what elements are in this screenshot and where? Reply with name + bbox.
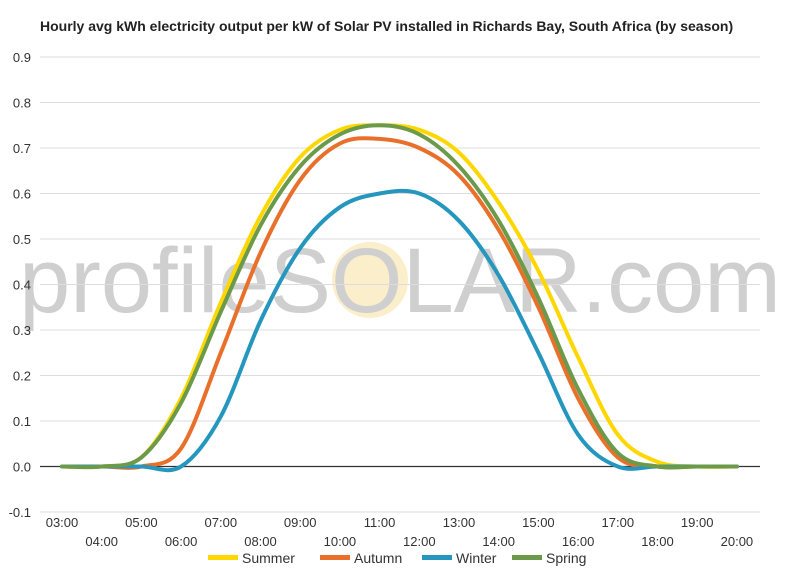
legend-label-spring: Spring [546, 550, 586, 566]
x-tick-label: 19:00 [681, 515, 714, 530]
x-tick-label: 15:00 [522, 515, 555, 530]
x-tick-label: 10:00 [324, 534, 357, 549]
chart-title: Hourly avg kWh electricity output per kW… [40, 18, 734, 34]
legend-swatch-spring [512, 555, 542, 560]
x-tick-label: 12:00 [403, 534, 436, 549]
legend-label-winter: Winter [456, 550, 497, 566]
y-tick-label: 0.7 [13, 141, 31, 156]
x-tick-label: 04:00 [85, 534, 118, 549]
x-tick-label: 07:00 [205, 515, 238, 530]
y-tick-label: 0.3 [13, 323, 31, 338]
y-tick-label: 0.4 [13, 278, 31, 293]
series-line-winter [60, 188, 739, 473]
x-tick-label: 16:00 [562, 534, 595, 549]
y-tick-label: 0.6 [13, 187, 31, 202]
x-axis-ticks: 03:00 04:00 05:00 06:00 07:00 08:00 09:00 10:00… [46, 515, 753, 549]
series-line-spring [60, 123, 739, 470]
x-tick-label: 14:00 [482, 534, 515, 549]
x-tick-label: 17:00 [602, 515, 635, 530]
x-tick-label: 13:00 [443, 515, 476, 530]
x-tick-label: 08:00 [244, 534, 277, 549]
x-tick-label: 05:00 [125, 515, 158, 530]
series-line-autumn [60, 136, 739, 470]
watermark-sun-icon [332, 242, 408, 318]
y-tick-label: -0.1 [9, 505, 31, 520]
y-tick-label: 0.1 [13, 414, 31, 429]
watermark-text: profileSOLAR.com [19, 230, 781, 332]
y-tick-label: 0.9 [13, 50, 31, 65]
x-tick-label: 06:00 [165, 534, 198, 549]
x-tick-label: 20:00 [721, 534, 754, 549]
x-tick-label: 11:00 [364, 515, 396, 530]
legend-swatch-autumn [320, 555, 350, 560]
y-axis-ticks: -0.1 0.0 0.1 0.2 0.3 0.4 0.5 0.6 0.7 0.8 0.9 [9, 50, 31, 520]
x-tick-label: 09:00 [284, 515, 317, 530]
x-tick-label: 03:00 [46, 515, 79, 530]
y-tick-label: 0.8 [13, 96, 31, 111]
series-lines [60, 123, 739, 473]
y-tick-label: 0.0 [13, 460, 31, 475]
legend-label-autumn: Autumn [354, 550, 402, 566]
legend-swatch-summer [208, 555, 238, 560]
legend-label-summer: Summer [242, 550, 295, 566]
y-tick-label: 0.2 [13, 369, 31, 384]
legend-swatch-winter [422, 555, 452, 560]
y-tick-label: 0.5 [13, 232, 31, 247]
x-tick-label: 18:00 [641, 534, 674, 549]
legend: Summer Autumn Winter Spring [208, 550, 586, 566]
watermark: profileSOLAR.com [19, 230, 781, 332]
